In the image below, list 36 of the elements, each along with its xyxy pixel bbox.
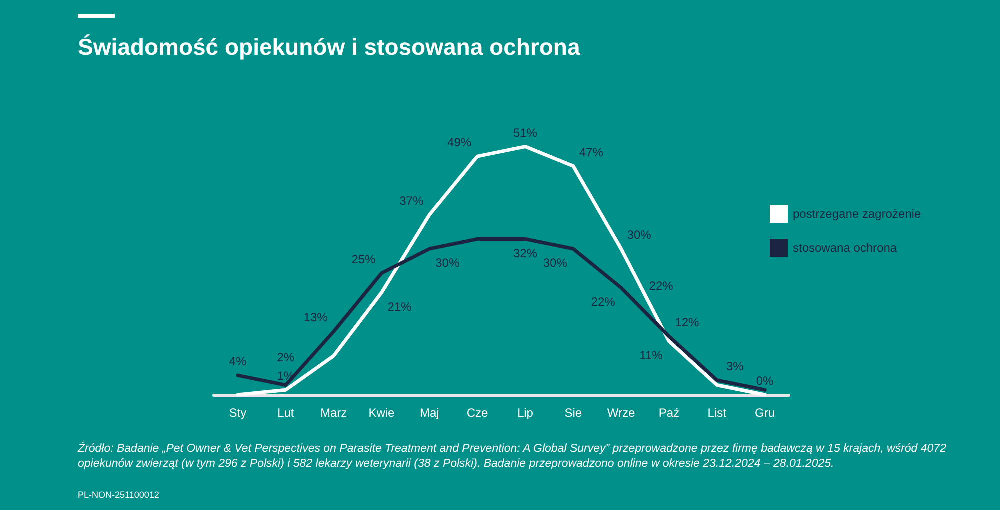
x-tick-label: Kwie [368,406,396,420]
x-tick-label: Sie [564,406,582,420]
data-label: 47% [579,145,604,160]
data-label: 30% [436,256,460,270]
x-tick-label: Marz [320,406,348,420]
x-tick-label: Lut [278,406,295,420]
data-label: 4% [229,354,247,369]
data-label: 37% [400,194,424,208]
x-tick-label: Gru [755,406,776,420]
x-tick-label: Sty [229,406,247,420]
data-label: 13% [304,310,328,325]
data-label: 30% [627,228,652,242]
text: Źródło: Badanie „Pet Owner & Vet Perspectives on Parasite Treatment and Prevention: A Global Survey” przeprowadzone przez firmę badawczą w 15 krajach, wśród 4072 opiekunów zwierząt (w tym 296 z Polski) i 582 lekarzy weterynarii (38 z Polski). Badanie przeprowadzono online w okresie 23.12.2024 – 28.01.2025. [78,442,948,472]
data-label: 25% [352,252,376,266]
data-label: 32% [513,246,538,260]
data-label: 11% [640,348,664,362]
data-label: 0% [756,374,774,388]
data-label: 30% [543,256,568,270]
annotation: 22% [649,278,674,293]
data-label: 22% [591,294,616,309]
x-tick-label: Cze [466,406,489,420]
x-tick-label: List [708,406,728,420]
legend-label: stosowana ochrona [793,241,898,255]
text: PL-NON-251100012 [78,489,160,502]
data-label: 3% [726,359,744,374]
data-label: 49% [448,136,472,150]
data-label: 21% [388,300,412,314]
x-tick-label: Maj [420,406,440,420]
data-label: 12% [675,316,700,330]
chart-title: Świadomość opiekunów i stosowana ochrona [78,34,580,61]
x-tick-label: Paź [658,406,680,420]
data-label: 51% [513,126,538,140]
data-label: 2% [277,350,295,364]
x-tick-label: Lip [517,406,534,420]
legend-label: postrzegane zagrożenie [793,207,922,221]
x-tick-label: Wrze [607,406,636,420]
